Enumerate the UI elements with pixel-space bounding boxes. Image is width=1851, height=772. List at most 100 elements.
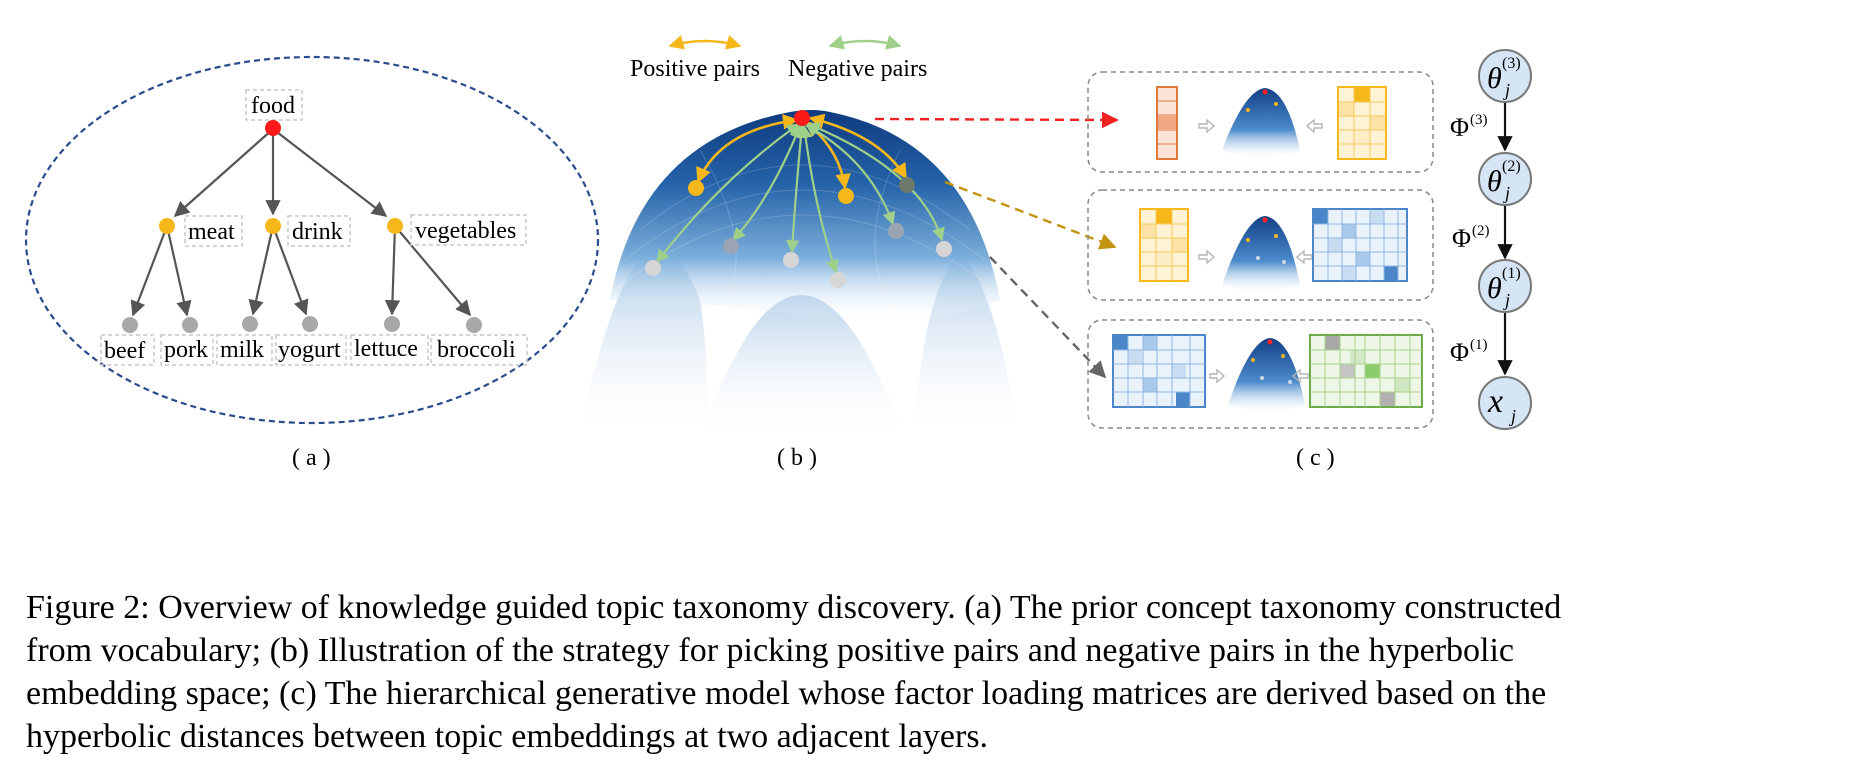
node-theta-1-sup: (1)	[1502, 265, 1521, 282]
panel-c-generative-model: θ (3) j θ (2) j θ (1) j x j Φ (3) Φ (2) …	[1087, 49, 1532, 471]
edge-drink-yogurt	[271, 225, 309, 316]
figure-canvas: food meat drink vegetables beef pork mil…	[24, 35, 1532, 471]
row2-yellow-matrix	[1139, 208, 1189, 282]
node-theta-3-sub: j	[1503, 80, 1510, 100]
phi-1-symbol: Φ	[1450, 338, 1469, 367]
row1-left-arrow	[1198, 118, 1216, 134]
row2-right-arrow	[1295, 249, 1313, 265]
node-pork	[182, 317, 198, 333]
node-vegetables	[387, 218, 403, 234]
caption-line-3: embedding space; (c) The hierarchical ge…	[26, 675, 1547, 712]
row1-mini-hyperboloid	[1222, 88, 1300, 158]
connector-arrow-middle	[944, 180, 1117, 250]
embedding-root-node	[794, 110, 810, 126]
node-x-sub: j	[1509, 406, 1516, 426]
embedding-negative-node-6	[936, 241, 952, 257]
row2-blue-matrix	[1312, 208, 1408, 282]
row2-mini-hyperboloid	[1222, 216, 1300, 292]
caption-line-1: Figure 2: Overview of knowledge guided t…	[26, 589, 1562, 626]
node-theta-1	[1478, 259, 1532, 313]
node-lettuce	[384, 316, 400, 332]
row2-left-arrow	[1198, 249, 1216, 265]
legend-positive-label: Positive pairs	[630, 56, 760, 82]
phi-2-symbol: Φ	[1452, 224, 1471, 253]
edge-vegetables-broccoli	[394, 225, 471, 317]
embedding-negative-node-1	[645, 260, 661, 276]
node-x	[1478, 376, 1532, 430]
legend-positive-arrow	[668, 35, 742, 50]
node-milk	[242, 316, 258, 332]
row1-orange-vector	[1156, 86, 1178, 160]
node-food	[265, 120, 281, 136]
row1-yellow-matrix	[1337, 86, 1387, 160]
embedding-dim-node-1	[899, 177, 915, 193]
taxonomy-ellipse	[24, 55, 600, 425]
edge-drink-milk	[248, 225, 275, 316]
embedding-negative-node-2	[723, 238, 739, 254]
node-theta-2-sup: (2)	[1502, 158, 1521, 175]
node-theta-1-symbol: θ	[1487, 272, 1502, 305]
panel-a-taxonomy: food meat drink vegetables beef pork mil…	[24, 55, 600, 471]
embedding-negative-node-4	[830, 272, 846, 288]
node-theta-2	[1478, 152, 1532, 206]
legend-negative-arrow	[828, 35, 902, 50]
caption-line-4: hyperbolic distances between topic embed…	[26, 718, 989, 755]
node-meat	[159, 218, 175, 234]
embedding-negative-node-5	[888, 223, 904, 239]
node-theta-3-symbol: θ	[1487, 62, 1502, 95]
label-food: food	[251, 93, 295, 119]
label-meat: meat	[188, 219, 235, 245]
label-drink: drink	[292, 219, 343, 245]
edge-food-meat	[173, 128, 274, 218]
row3-blue-matrix	[1112, 334, 1206, 408]
panel-a-label: ( a )	[292, 445, 331, 471]
caption-line-2: from vocabulary; (b) Illustration of the…	[26, 632, 1515, 669]
phi-3-sup: (3)	[1470, 112, 1488, 128]
phi-2-sup: (2)	[1472, 223, 1490, 239]
label-broccoli: broccoli	[437, 337, 516, 363]
node-theta-1-sub: j	[1503, 290, 1510, 310]
row3-left-arrow	[1209, 368, 1226, 384]
label-pork: pork	[164, 337, 208, 363]
node-drink	[265, 218, 281, 234]
connector-arrow-bottom	[989, 256, 1107, 379]
legend-negative-label: Negative pairs	[788, 56, 927, 82]
node-broccoli	[466, 317, 482, 333]
embedding-positive-node-1	[688, 180, 704, 196]
phi-3-symbol: Φ	[1450, 113, 1469, 142]
node-beef	[122, 317, 138, 333]
panel-b-hyperbolic: Positive pairs Negative pairs	[578, 35, 1018, 471]
hyperboloid-back-center	[700, 295, 905, 440]
label-milk: milk	[220, 337, 264, 363]
label-yogurt: yogurt	[278, 337, 341, 363]
panel-c-label: ( c )	[1296, 445, 1335, 471]
node-theta-3	[1478, 49, 1532, 103]
connector-arrow-top	[874, 111, 1119, 129]
edge-vegetables-lettuce	[384, 225, 401, 316]
phi-1-sup: (1)	[1470, 337, 1488, 353]
row3-right-arrow	[1291, 368, 1309, 384]
node-theta-2-symbol: θ	[1487, 165, 1502, 198]
label-lettuce: lettuce	[354, 336, 418, 362]
layer2-box	[1087, 189, 1434, 301]
figure-caption: Figure 2: Overview of knowledge guided t…	[26, 586, 1831, 758]
node-theta-3-sup: (3)	[1502, 55, 1521, 72]
row1-right-arrow	[1305, 118, 1323, 134]
layer1-box	[1087, 319, 1434, 429]
hyperboloid-surface	[610, 110, 1000, 323]
embedding-negative-node-3	[783, 252, 799, 268]
embedding-positive-node-2	[838, 188, 854, 204]
panel-b-label: ( b )	[777, 445, 817, 471]
node-x-symbol: x	[1487, 383, 1503, 420]
edge-meat-pork	[165, 225, 192, 317]
row3-green-matrix	[1309, 334, 1423, 408]
row3-mini-hyperboloid	[1228, 338, 1305, 412]
edge-meat-beef	[130, 225, 169, 317]
negative-pair-arrow-6	[806, 122, 945, 242]
node-yogurt	[302, 316, 318, 332]
label-beef: beef	[104, 338, 145, 364]
graphical-model-chain: θ (3) j θ (2) j θ (1) j x j Φ (3) Φ (2) …	[1450, 49, 1532, 430]
edge-food-vegetables	[272, 128, 388, 217]
node-theta-2-sub: j	[1503, 183, 1510, 203]
label-vegetables: vegetables	[415, 218, 516, 244]
